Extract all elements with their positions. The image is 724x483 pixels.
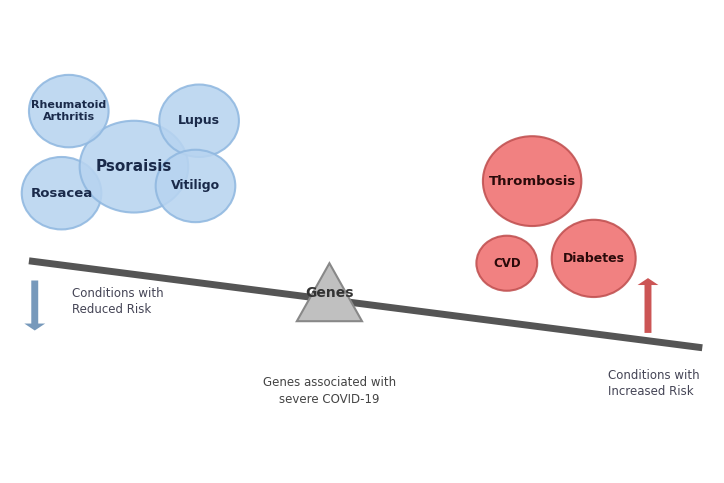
Ellipse shape (476, 236, 537, 291)
Polygon shape (297, 263, 362, 321)
Text: Conditions with
Increased Risk: Conditions with Increased Risk (608, 369, 700, 398)
Text: Conditions with
Reduced Risk: Conditions with Reduced Risk (72, 287, 164, 316)
Text: Lupus: Lupus (178, 114, 220, 127)
Ellipse shape (483, 136, 581, 226)
Ellipse shape (22, 157, 101, 229)
Text: Genes associated with
severe COVID-19: Genes associated with severe COVID-19 (263, 376, 396, 406)
Ellipse shape (156, 150, 235, 222)
Text: CVD: CVD (493, 257, 521, 270)
Text: Genes: Genes (306, 286, 353, 300)
Text: Psoraisis: Psoraisis (96, 159, 172, 174)
Text: Diabetes: Diabetes (563, 252, 625, 265)
Ellipse shape (159, 85, 239, 157)
Text: Rosacea: Rosacea (30, 187, 93, 199)
Ellipse shape (552, 220, 636, 297)
Text: Thrombosis: Thrombosis (489, 175, 576, 187)
Ellipse shape (29, 75, 109, 147)
Text: Rheumatoid
Arthritis: Rheumatoid Arthritis (31, 100, 106, 122)
Text: Vitiligo: Vitiligo (171, 180, 220, 192)
Ellipse shape (80, 121, 188, 213)
